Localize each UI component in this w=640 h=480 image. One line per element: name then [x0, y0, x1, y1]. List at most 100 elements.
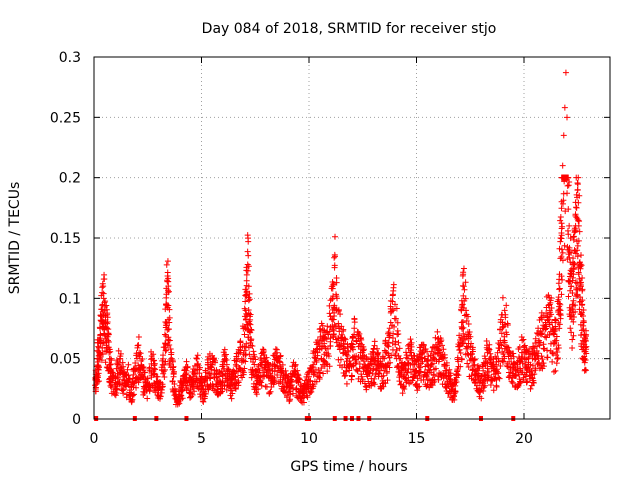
data-point	[160, 370, 167, 377]
data-point	[101, 276, 108, 283]
data-point	[135, 379, 142, 386]
data-point	[531, 371, 538, 378]
data-point	[462, 295, 469, 302]
data-point	[430, 372, 437, 379]
data-point	[356, 365, 363, 372]
data-point	[394, 327, 401, 334]
data-point	[538, 353, 545, 360]
data-point	[179, 386, 186, 393]
data-point	[574, 242, 581, 249]
data-point	[439, 342, 446, 349]
data-point	[490, 387, 497, 394]
data-point	[162, 366, 169, 373]
data-point	[151, 360, 158, 367]
data-point	[548, 305, 555, 312]
y-tick-label: 0.15	[50, 231, 81, 247]
data-point	[546, 331, 553, 338]
data-point	[417, 364, 424, 371]
data-point	[580, 319, 587, 326]
data-point	[295, 372, 302, 379]
data-point	[558, 273, 565, 280]
data-point	[520, 336, 527, 343]
data-point	[169, 358, 176, 365]
data-point	[326, 363, 333, 370]
data-point	[517, 365, 524, 372]
data-point	[243, 271, 250, 278]
data-point	[570, 297, 577, 304]
data-point	[97, 350, 104, 357]
data-point	[360, 368, 367, 375]
data-point	[560, 132, 567, 139]
data-point	[249, 371, 256, 378]
data-point	[330, 281, 337, 288]
data-point	[163, 294, 170, 301]
data-point	[329, 296, 336, 303]
data-point	[577, 298, 584, 305]
tick-labels: 0 5 10 15 20 0 0.05 0.1 0.15 0.2 0.25 0.3	[50, 50, 533, 447]
data-point	[440, 346, 447, 353]
data-point	[469, 367, 476, 374]
data-point	[464, 344, 471, 351]
data-point	[497, 316, 504, 323]
data-point	[117, 350, 124, 357]
data-point	[397, 355, 404, 362]
data-point	[304, 394, 311, 401]
data-point	[501, 339, 508, 346]
data-point	[561, 104, 568, 111]
data-point	[582, 357, 589, 364]
data-point	[407, 347, 414, 354]
data-point	[522, 348, 529, 355]
data-point	[416, 383, 423, 390]
y-tick-label: 0.1	[59, 291, 81, 307]
data-point	[460, 265, 467, 272]
data-point	[383, 369, 390, 376]
data-point	[420, 341, 427, 348]
data-point	[552, 326, 559, 333]
data-point	[135, 333, 142, 340]
data-point	[543, 334, 550, 341]
data-point	[277, 353, 284, 360]
data-point	[160, 352, 167, 359]
data-point	[382, 380, 389, 387]
data-point	[358, 373, 365, 380]
data-point	[355, 354, 362, 361]
data-point	[569, 336, 576, 343]
data-point	[554, 349, 561, 356]
data-point	[251, 353, 258, 360]
data-point	[250, 348, 257, 355]
data-point	[198, 373, 205, 380]
data-point	[566, 222, 573, 229]
data-point	[237, 344, 244, 351]
data-point	[274, 372, 281, 379]
data-point	[567, 313, 574, 320]
data-point	[208, 370, 215, 377]
data-point	[561, 242, 568, 249]
data-point	[228, 395, 235, 402]
data-point	[292, 362, 299, 369]
data-point	[141, 369, 148, 376]
data-point	[417, 368, 424, 375]
data-point	[335, 320, 342, 327]
data-point	[535, 325, 542, 332]
data-point	[552, 337, 559, 344]
data-point	[392, 338, 399, 345]
data-point	[540, 363, 547, 370]
data-point	[263, 354, 270, 361]
data-point	[375, 369, 382, 376]
data-point	[235, 379, 242, 386]
data-point	[244, 248, 251, 255]
data-point	[329, 285, 336, 292]
data-point	[417, 360, 424, 367]
data-point	[279, 361, 286, 368]
data-point	[247, 321, 254, 328]
data-point	[535, 339, 542, 346]
data-point	[371, 375, 378, 382]
data-point	[296, 375, 303, 382]
plot-frame	[93, 56, 611, 420]
data-point	[555, 342, 562, 349]
data-point	[96, 349, 103, 356]
data-point	[495, 374, 502, 381]
data-point	[583, 367, 590, 374]
data-point	[103, 324, 110, 331]
data-point	[570, 314, 577, 321]
